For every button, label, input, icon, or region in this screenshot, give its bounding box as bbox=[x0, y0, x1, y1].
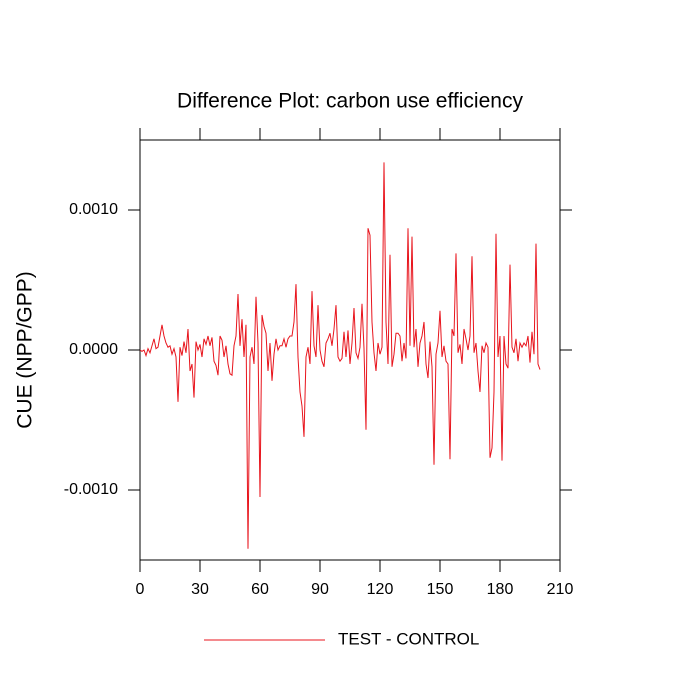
x-tick-label: 0 bbox=[136, 581, 145, 598]
legend-label: TEST - CONTROL bbox=[338, 629, 479, 648]
y-tick-label: -0.0010 bbox=[64, 481, 118, 498]
x-tick-label: 150 bbox=[427, 581, 454, 598]
y-tick-label: 0.0000 bbox=[69, 341, 118, 358]
x-tick-label: 90 bbox=[311, 581, 329, 598]
chart-title: Difference Plot: carbon use efficiency bbox=[177, 90, 523, 113]
x-tick-label: 180 bbox=[487, 581, 514, 598]
x-tick-label: 60 bbox=[251, 581, 269, 598]
x-tick-label: 120 bbox=[367, 581, 394, 598]
y-tick-label: 0.0010 bbox=[69, 201, 118, 218]
x-tick-label: 30 bbox=[191, 581, 209, 598]
x-tick-label: 210 bbox=[547, 581, 574, 598]
y-axis-label: CUE (NPP/GPP) bbox=[14, 271, 37, 429]
data-line bbox=[139, 162, 541, 549]
